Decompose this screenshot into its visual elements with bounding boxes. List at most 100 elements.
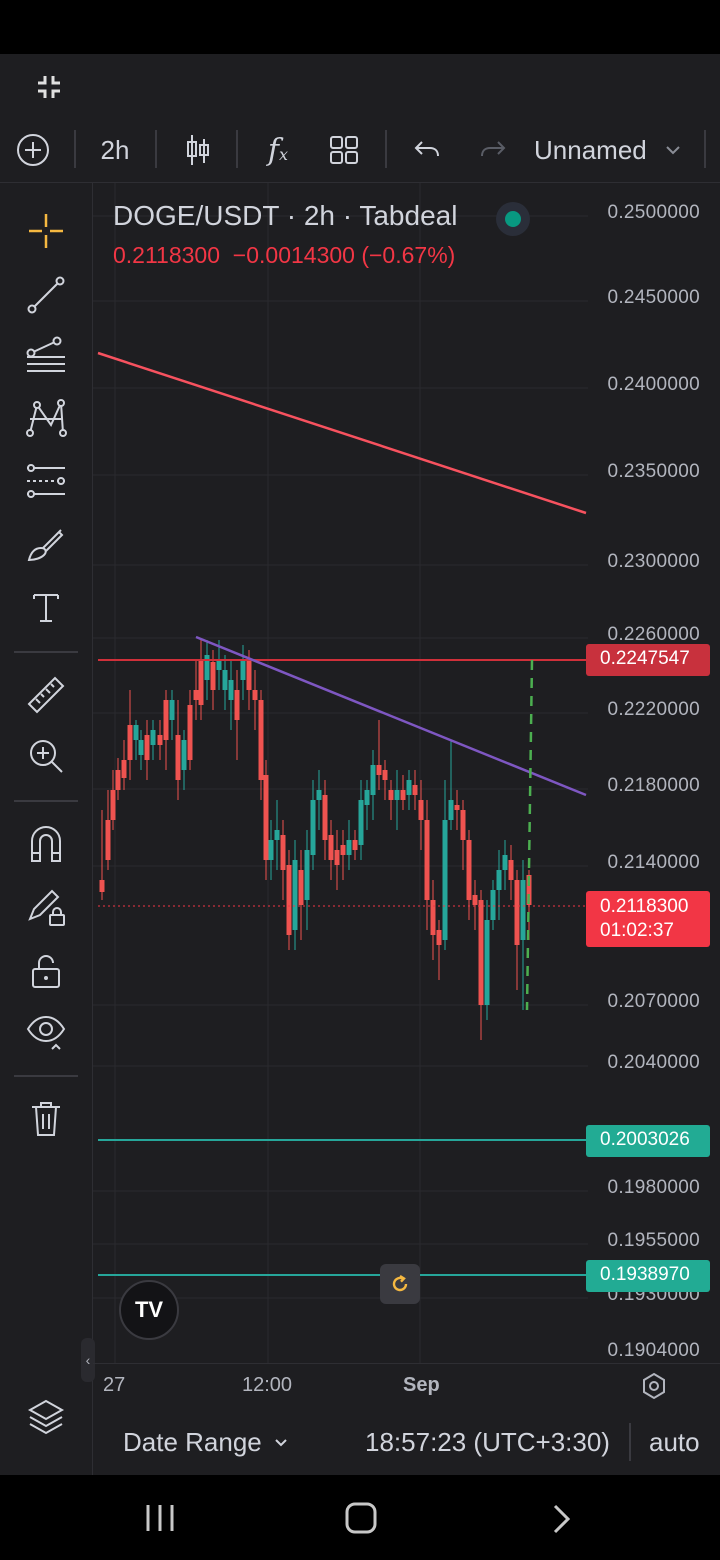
candle-body (490, 890, 496, 920)
candle-body (514, 880, 520, 945)
candle-body (526, 875, 532, 905)
date-range-label: Date Range (123, 1427, 262, 1457)
time-label-sep: Sep (403, 1374, 440, 1396)
layout-button[interactable] (326, 118, 362, 182)
projection-line (525, 659, 534, 1011)
candle-body (222, 670, 228, 690)
crosshair-icon (29, 214, 63, 248)
candle-body (121, 760, 127, 778)
date-range-dropdown[interactable]: Date Range (123, 1427, 288, 1458)
forecast-icon (27, 464, 65, 498)
candle-body (163, 700, 169, 740)
candle-body (310, 800, 316, 855)
purple-trendline (195, 635, 587, 797)
exit-fullscreen-icon[interactable] (30, 68, 68, 106)
text-icon (33, 594, 59, 622)
support2-price-tag: 0.1938970 (586, 1260, 710, 1292)
text-tool[interactable] (18, 579, 74, 635)
pattern-tool[interactable] (18, 390, 74, 446)
candle-body (352, 840, 358, 850)
top-bar (0, 54, 720, 118)
price-axis-label: 0.2350000 (607, 461, 700, 482)
reset-chart-button[interactable] (380, 1264, 420, 1304)
lock-drawing-icon (28, 889, 65, 926)
candle-body (370, 765, 376, 795)
candle-body (400, 790, 406, 800)
bottom-divider (629, 1423, 631, 1461)
visibility-tool[interactable] (18, 1003, 74, 1059)
candle-body (448, 800, 454, 820)
fib-tool[interactable] (18, 328, 74, 384)
bar-countdown: 01:02:37 (600, 920, 674, 941)
candle-body (382, 770, 388, 780)
candle-body (263, 775, 269, 860)
fx-icon: fx (267, 132, 289, 168)
candle-body (520, 880, 526, 940)
settings-icon[interactable] (640, 1372, 668, 1400)
layout-name-dropdown[interactable]: Unnamed (534, 118, 694, 182)
remove-drawings-button[interactable] (18, 1091, 74, 1147)
current-price-value: 0.2118300 (600, 896, 689, 917)
auto-scale-button[interactable]: auto (649, 1427, 700, 1457)
trend-line-tool[interactable] (18, 267, 74, 323)
indicators-button[interactable]: fx (260, 118, 296, 182)
magnet-tool[interactable] (18, 815, 74, 871)
chart-toolbar: 2h fx Unnamed (0, 118, 720, 183)
object-tree-button[interactable] (18, 1389, 74, 1445)
layout-name: Unnamed (534, 134, 647, 165)
undo-button[interactable] (410, 118, 444, 182)
undo-icon (414, 141, 439, 157)
status-bar (0, 0, 720, 54)
candle-body (292, 860, 298, 930)
candle-body (394, 790, 400, 800)
candle-body (424, 820, 430, 900)
tradingview-logo[interactable]: TV (119, 1280, 179, 1340)
brush-tool[interactable] (18, 517, 74, 573)
chart-type-button[interactable] (180, 118, 216, 182)
candle-body (193, 690, 199, 700)
candle-body (340, 845, 346, 855)
recent-apps-icon[interactable] (144, 1503, 176, 1533)
candle-body (228, 680, 234, 700)
interval-button[interactable]: 2h (92, 118, 138, 182)
price-axis-label: 0.2040000 (607, 1052, 700, 1073)
candle-body (304, 850, 310, 900)
timezone-clock[interactable]: 18:57:23 (UTC+3:30) (365, 1427, 610, 1457)
candle-body (484, 920, 490, 1005)
lock-drawings-tool[interactable] (18, 879, 74, 935)
candle-body (187, 705, 193, 760)
symbol-legend-title[interactable]: DOGE/USDT · 2h · Tabdeal (113, 200, 458, 231)
unlock-tool[interactable] (18, 943, 74, 999)
add-symbol-button[interactable] (12, 118, 54, 182)
forecast-tool[interactable] (18, 453, 74, 509)
time-axis[interactable]: 27 12:00 Sep (93, 1363, 720, 1408)
market-status-icon[interactable] (496, 202, 530, 236)
candle-body (274, 830, 280, 840)
candle-body (436, 930, 442, 945)
price-axis-label: 0.2260000 (607, 624, 700, 645)
price-axis-label: 0.2400000 (607, 374, 700, 395)
candle-body (346, 840, 352, 855)
measure-tool[interactable] (18, 667, 74, 723)
crosshair-tool[interactable] (18, 203, 74, 259)
pattern-icon (26, 399, 67, 437)
grid-icon (330, 136, 358, 164)
candle-body (376, 765, 382, 775)
redo-button[interactable] (476, 118, 510, 182)
candle-body (175, 735, 181, 780)
time-label-27: 27 (103, 1374, 126, 1396)
collapse-toolbar-button[interactable]: ‹ (81, 1338, 95, 1382)
home-icon[interactable] (344, 1501, 378, 1535)
candle-body (252, 690, 258, 700)
fib-retracement-icon (26, 336, 65, 372)
candle-body (240, 660, 246, 680)
back-icon[interactable] (550, 1503, 574, 1535)
candle-body (496, 870, 502, 890)
candle-body (508, 860, 514, 880)
candle-body (246, 660, 252, 690)
candle-body (157, 735, 163, 745)
candle-body (358, 800, 364, 845)
candle-body (388, 790, 394, 800)
candle-body (181, 740, 187, 770)
zoom-tool[interactable] (18, 728, 74, 784)
